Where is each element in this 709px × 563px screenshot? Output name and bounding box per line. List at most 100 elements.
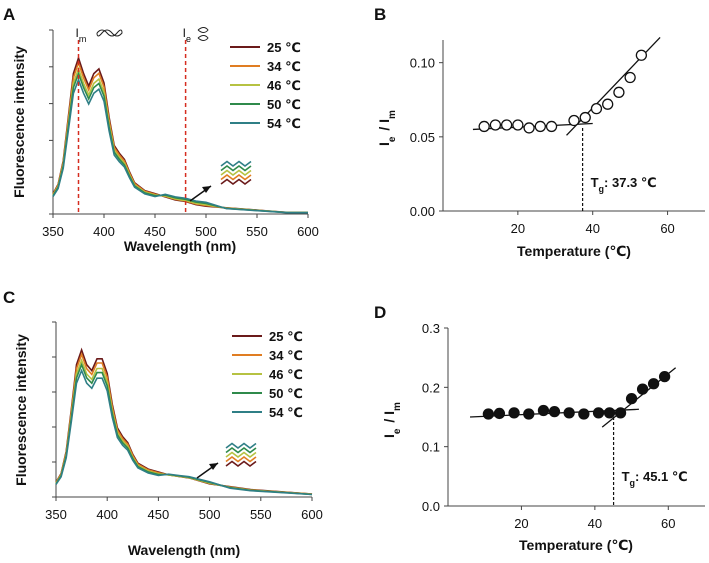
B-data-point xyxy=(568,114,580,127)
A-inset-curve-4 xyxy=(220,165,252,172)
A-inset-curve-3 xyxy=(220,169,252,176)
C-inset-arrowhead xyxy=(209,463,218,470)
D-x-tick-label: 40 xyxy=(588,516,602,531)
D-x-tick-label: 20 xyxy=(514,516,528,531)
D-y-tick-label: 0.2 xyxy=(422,380,440,395)
panel-c-inset xyxy=(196,442,257,479)
D-data-point xyxy=(658,371,671,383)
C-inset-curve-1 xyxy=(225,460,257,467)
panel-d-y-label: Ie / Im xyxy=(381,402,403,438)
panel-c-curves xyxy=(55,347,313,496)
A-x-tick-label: 450 xyxy=(144,224,166,239)
A-legend-label-3: 46 ℃ xyxy=(267,78,301,93)
panel-d-ticks: 20 40 60 0.0 0.1 0.2 0.3 xyxy=(422,321,676,531)
panel-a-y-label: Fluorescence intensity xyxy=(11,46,27,198)
C-x-tick-label: 600 xyxy=(301,507,323,522)
panel-a: A 350 400 450 500 550 600 Im Ie 25 ℃ 34 ℃ 46 ℃ 50… xyxy=(3,5,319,254)
D-data-point xyxy=(523,408,535,420)
B-data-point xyxy=(545,120,558,133)
B-data-point xyxy=(512,119,524,131)
A-legend-label-5: 54 ℃ xyxy=(267,116,301,131)
D-data-point xyxy=(636,383,649,395)
panel-c-x-label: Wavelength (nm) xyxy=(128,542,240,558)
D-y-tick-label: 0.1 xyxy=(422,440,440,455)
A-inset-curve-2 xyxy=(220,174,252,181)
A-inset-curve-1 xyxy=(220,178,252,185)
panel-d: D 20 40 60 0.0 0.1 0.2 0.3 Tg: 45.1 ℃ Temperat… xyxy=(374,303,705,553)
panel-a-legend: 25 ℃ 34 ℃ 46 ℃ 50 ℃ 54 ℃ xyxy=(230,40,301,131)
B-data-point xyxy=(602,98,614,110)
D-data-point xyxy=(548,406,561,418)
B-y-tick-label: 0.00 xyxy=(410,204,435,219)
panel-b-tg: Tg: 37.3 ℃ xyxy=(582,128,657,211)
panel-a-y-ticks xyxy=(49,29,53,215)
D-data-point xyxy=(508,407,520,419)
panel-d-letter: D xyxy=(374,303,386,322)
C-x-tick-label: 350 xyxy=(45,507,67,522)
B-data-point xyxy=(590,103,603,115)
D-y-tick-label: 0.3 xyxy=(422,321,440,336)
B-data-point xyxy=(489,119,502,131)
C-inset-curve-4 xyxy=(225,447,257,454)
B-tg-label: Tg: 37.3 ℃ xyxy=(591,175,657,194)
panel-b-points xyxy=(478,49,648,134)
D-y-tick-label: 0.0 xyxy=(422,499,440,514)
panel-b-y-label: Ie / Im xyxy=(376,110,398,146)
D-tg-label: Tg: 45.1 ℃ xyxy=(622,469,688,488)
D-data-point xyxy=(482,408,495,420)
C-x-tick-label: 400 xyxy=(96,507,118,522)
A-legend-label-4: 50 ℃ xyxy=(267,97,301,112)
B-data-point xyxy=(478,120,490,133)
panel-c-legend: 25 ℃ 34 ℃ 46 ℃ 50 ℃ 54 ℃ xyxy=(232,329,303,420)
panel-b: B 20 40 60 0.00 0.05 0.10 Tg: 37.3 ℃ Temperat… xyxy=(374,5,705,259)
panel-a-x-ticks: 350 400 450 500 550 600 xyxy=(42,214,319,239)
A-curve-5 xyxy=(52,77,308,214)
panel-a-markers: Im Ie xyxy=(76,26,209,214)
D-data-point xyxy=(493,407,506,420)
A-x-tick-label: 500 xyxy=(195,224,217,239)
A-x-tick-label: 400 xyxy=(93,224,115,239)
C-legend-label-1: 25 ℃ xyxy=(269,329,303,344)
A-curve-4 xyxy=(52,71,308,214)
panel-c-x-ticks: 350 400 450 500 550 600 xyxy=(45,497,323,522)
panel-d-points xyxy=(482,371,671,420)
D-data-point xyxy=(563,407,575,419)
panel-a-monomer-glyph xyxy=(96,29,123,37)
A-x-tick-label: 550 xyxy=(246,224,268,239)
panel-a-excimer-glyph xyxy=(197,27,209,41)
panel-a-im-label-sub: m xyxy=(79,34,87,44)
C-legend-label-4: 50 ℃ xyxy=(269,386,303,401)
B-data-point xyxy=(635,49,648,61)
B-x-tick-label: 40 xyxy=(585,221,599,236)
panel-c-y-ticks xyxy=(52,321,56,498)
B-tg-label-sub: g xyxy=(599,184,605,194)
D-data-point xyxy=(625,392,638,405)
D-data-point xyxy=(647,378,660,390)
B-y-tick-label: 0.05 xyxy=(410,130,435,145)
C-x-tick-label: 550 xyxy=(250,507,272,522)
B-data-point xyxy=(523,122,535,134)
panel-a-im-label: Im xyxy=(76,26,87,44)
D-data-point xyxy=(614,407,627,419)
A-inset-curve-5 xyxy=(220,160,252,167)
B-x-tick-label: 20 xyxy=(511,221,525,236)
A-legend-label-2: 34 ℃ xyxy=(267,59,301,74)
D-tg-label-value: : 45.1 ℃ xyxy=(635,469,688,484)
panel-a-curves xyxy=(52,55,308,214)
C-inset-curve-5 xyxy=(225,442,257,449)
B-data-point xyxy=(613,86,625,98)
panel-c-letter: C xyxy=(3,288,15,307)
D-data-point xyxy=(578,408,590,420)
B-data-point xyxy=(624,71,636,84)
panel-a-x-label: Wavelength (nm) xyxy=(124,238,236,254)
C-curve-5 xyxy=(55,368,313,496)
C-legend-label-5: 54 ℃ xyxy=(269,405,303,420)
B-y-tick-label: 0.10 xyxy=(410,56,435,71)
panel-c-y-label: Fluorescence intensity xyxy=(13,334,29,486)
D-tg-label-sub: g xyxy=(630,478,636,488)
panel-b-fit-lines xyxy=(472,37,661,136)
A-inset-arrowhead xyxy=(202,186,211,193)
panel-c: C 350 400 450 500 550 600 25 ℃ 34 ℃ 46 ℃ 50 ℃ 54 … xyxy=(3,288,323,558)
